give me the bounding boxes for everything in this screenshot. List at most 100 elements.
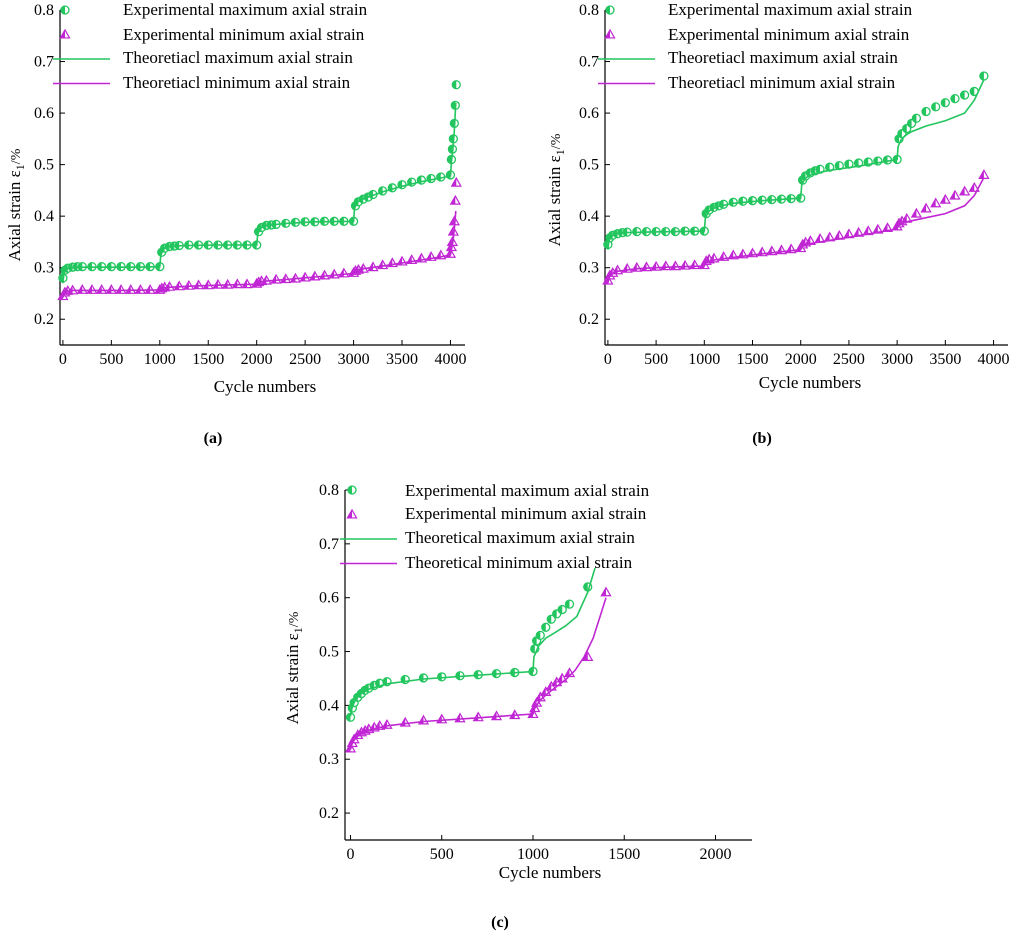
data-point-max [583, 582, 593, 592]
legend-triangle-swatch [346, 508, 358, 519]
legend-label-theo-min: Theoretiacl minimum axial strain [123, 73, 351, 92]
y-tick-label: 0.8 [34, 2, 54, 19]
x-tick-label: 0 [346, 846, 354, 863]
y-tick-label: 0.3 [34, 260, 54, 277]
y-tick-label: 0.2 [34, 311, 54, 328]
data-point-min [76, 284, 88, 294]
y-tick-label: 0.4 [319, 697, 339, 714]
data-point-min [660, 260, 672, 271]
data-point-max [959, 90, 970, 100]
x-tick-label: 3000 [338, 351, 370, 368]
x-tick-label: 1000 [144, 351, 176, 368]
legend-c: Experimental maximum axial strain Experi… [340, 481, 650, 572]
x-tick-label: 500 [430, 846, 454, 863]
y-tick-label: 0.2 [319, 805, 339, 822]
data-point-min [192, 279, 205, 290]
data-point-min [125, 284, 137, 294]
x-tick-label: 2500 [833, 351, 865, 368]
data-point-min [318, 269, 331, 280]
series-line [607, 79, 985, 250]
y-tick-label: 0.6 [319, 590, 339, 607]
data-point-max [546, 614, 556, 624]
legend-label-theo-min: Theoretiacl minimum axial strain [668, 73, 896, 92]
data-point-min [96, 284, 108, 294]
data-point-min [328, 268, 340, 279]
data-point-max [921, 106, 931, 117]
x-tick-label: 1500 [192, 351, 224, 368]
series-line [349, 597, 607, 750]
data-point-min [582, 651, 594, 661]
y-tick-label: 0.6 [579, 105, 599, 122]
data-point-min [231, 278, 243, 289]
legend-b: Experimental maximum axial strain Experi… [598, 0, 913, 92]
y-tick-label: 0.3 [319, 751, 339, 768]
y-tick-label: 0.8 [319, 482, 339, 499]
panel-label-c: (c) [491, 914, 509, 931]
data-point-min [212, 278, 224, 289]
legend-label-exp-min: Experimental minimum axial strain [123, 25, 365, 44]
x-tick-label: 1500 [608, 846, 640, 863]
data-point-min [417, 714, 430, 725]
data-point-max [603, 239, 613, 250]
data-point-min [978, 169, 990, 179]
x-tick-label: 3500 [929, 351, 961, 368]
plot-layer-b: 0.2 0.3 0.4 0.5 0.6 0.7 0.8 0 500 1000 1500 2000 250… [579, 2, 1010, 368]
legend-label-exp-min: Experimental minimum axial strain [405, 504, 647, 523]
chart-panel-b: 0.2 0.3 0.4 0.5 0.6 0.7 0.8 0 500 1000 1500 2000 250… [545, 0, 1010, 447]
data-point-min [183, 279, 195, 290]
series-line [349, 567, 596, 717]
y-axis-label: Axial strain ε1/% [283, 611, 305, 724]
data-point-max [418, 673, 429, 683]
data-point-min [377, 259, 389, 270]
data-point-min [270, 273, 282, 284]
data-point-min [202, 279, 214, 290]
legend-label-theo-max: Theoretical maximum axial strain [405, 528, 635, 547]
plot-layer-a: 0.2 0.3 0.4 0.5 0.6 0.7 0.8 0 500 1000 1500 2000 250… [34, 2, 466, 368]
panel-label-a: (a) [204, 430, 223, 447]
x-tick-label: 2000 [785, 351, 817, 368]
y-tick-label: 0.4 [579, 208, 599, 225]
x-tick-label: 2000 [241, 351, 273, 368]
data-point-min [454, 712, 466, 723]
data-point-min [86, 284, 98, 294]
y-tick-label: 0.7 [579, 54, 599, 71]
data-point-min [449, 194, 461, 205]
y-tick-label: 0.7 [319, 536, 339, 553]
data-point-min [968, 181, 980, 192]
data-point-max [564, 599, 575, 609]
x-tick-label: 2500 [289, 351, 321, 368]
y-tick-label: 0.5 [579, 157, 599, 174]
legend-label-theo-max: Theoretiacl maximum axial strain [123, 48, 353, 67]
data-point-min [679, 259, 691, 270]
x-tick-label: 0 [59, 351, 67, 368]
x-axis-label: Cycle numbers [759, 373, 861, 392]
data-point-max [834, 160, 844, 171]
data-point-min [115, 284, 127, 294]
y-axis-label: Axial strain ε1/% [545, 133, 567, 246]
data-point-min [134, 284, 147, 294]
series-line [62, 210, 457, 298]
x-tick-label: 3000 [881, 351, 913, 368]
legend-label-exp-min: Experimental minimum axial strain [668, 25, 910, 44]
data-point-min [399, 716, 411, 727]
data-point-max [535, 630, 545, 641]
y-tick-label: 0.4 [34, 208, 54, 225]
data-point-min [650, 260, 662, 271]
data-point-max [824, 162, 835, 172]
legend-label-theo-min: Theoretical minimum axial strain [405, 553, 633, 572]
data-point-max [911, 113, 922, 123]
data-point-min [930, 197, 942, 208]
data-point-max [950, 93, 960, 104]
legend-triangle-swatch [604, 28, 616, 39]
data-point-max [557, 604, 567, 615]
legend-circle-swatch [60, 5, 70, 15]
data-point-min [338, 267, 350, 278]
series-line [607, 177, 985, 284]
data-point-min [105, 284, 117, 294]
x-tick-label: 1000 [688, 351, 720, 368]
y-tick-label: 0.3 [579, 260, 599, 277]
data-point-min [910, 207, 923, 218]
data-point-max [451, 80, 461, 90]
y-tick-label: 0.7 [34, 54, 54, 71]
panel-label-b: (b) [752, 430, 772, 447]
